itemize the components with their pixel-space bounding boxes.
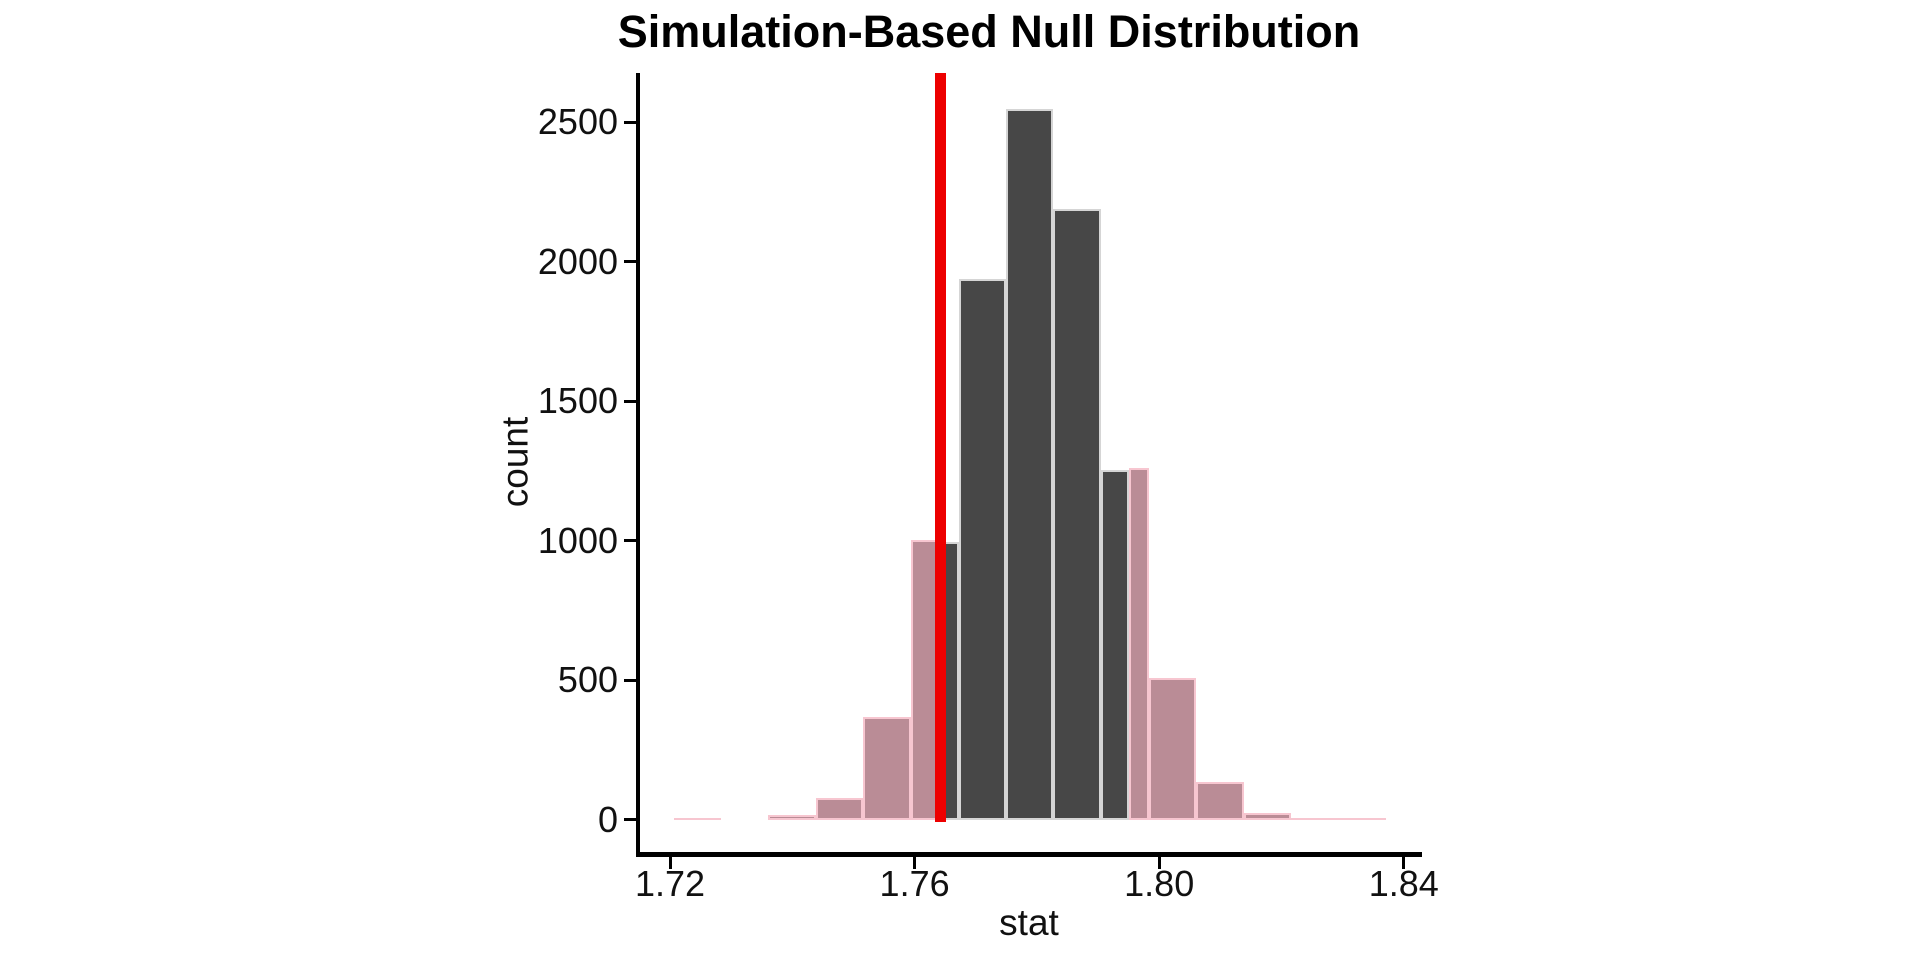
histogram-bar	[1243, 813, 1292, 821]
y-tick-label: 2000	[537, 240, 618, 282]
x-tick-label: 1.76	[879, 863, 950, 904]
y-tick-label: 2500	[537, 101, 618, 143]
histogram-bar-fill	[865, 718, 909, 819]
histogram-bar-fill	[818, 800, 862, 819]
histogram-bar-fill	[960, 281, 1005, 819]
observed-stat-line	[934, 73, 946, 822]
y-tick-label: 1500	[537, 380, 618, 422]
x-tick-mark	[668, 857, 672, 869]
histogram-bar-fill	[1008, 110, 1052, 819]
y-tick-mark	[624, 120, 636, 124]
histogram-bar-fill	[1197, 783, 1242, 819]
histogram-bar	[816, 798, 864, 821]
histogram-bar	[1006, 108, 1054, 821]
histogram-bar	[863, 716, 911, 821]
y-tick-mark	[624, 260, 636, 264]
x-tick-mark	[1402, 857, 1406, 869]
y-tick-mark	[624, 678, 636, 682]
histogram-bar-fill	[770, 816, 815, 819]
histogram-bar	[1053, 209, 1102, 821]
y-tick-label: 500	[557, 659, 618, 701]
histogram-bar	[1338, 817, 1387, 821]
x-tick-label: 1.84	[1368, 863, 1439, 904]
histogram-bar-fill	[1150, 680, 1194, 819]
y-axis-line	[636, 73, 640, 857]
x-axis-line	[636, 852, 1422, 857]
histogram-bar	[1148, 678, 1196, 821]
chart-title: Simulation-Based Null Distribution	[617, 6, 1361, 57]
x-tick-mark	[1157, 857, 1161, 869]
y-tick-mark	[624, 399, 636, 403]
y-tick-label: 1000	[537, 519, 618, 561]
y-tick-mark	[624, 818, 636, 821]
x-tick-label: 1.80	[1124, 863, 1195, 904]
histogram-bar	[768, 814, 817, 821]
y-tick-label: 0	[597, 798, 618, 840]
x-axis-title: stat	[999, 902, 1059, 943]
histogram-bar-fill	[1245, 815, 1290, 819]
x-tick-label: 1.72	[634, 863, 706, 904]
histogram-bar-fill	[1055, 211, 1100, 819]
histogram-bar-fill	[912, 541, 939, 819]
y-axis-title: count	[494, 416, 536, 508]
x-tick-mark	[913, 857, 917, 869]
histogram-bar	[1291, 817, 1339, 821]
histogram-bar-fill	[1103, 472, 1128, 819]
histogram-bar	[1101, 470, 1130, 821]
histogram-bar	[1129, 468, 1149, 821]
histogram-bar-fill	[942, 543, 957, 819]
histogram-bar	[958, 279, 1007, 821]
histogram-bar-fill	[1131, 470, 1147, 819]
histogram-bar	[673, 817, 721, 821]
histogram-bar	[1195, 781, 1244, 821]
y-tick-mark	[624, 539, 636, 543]
